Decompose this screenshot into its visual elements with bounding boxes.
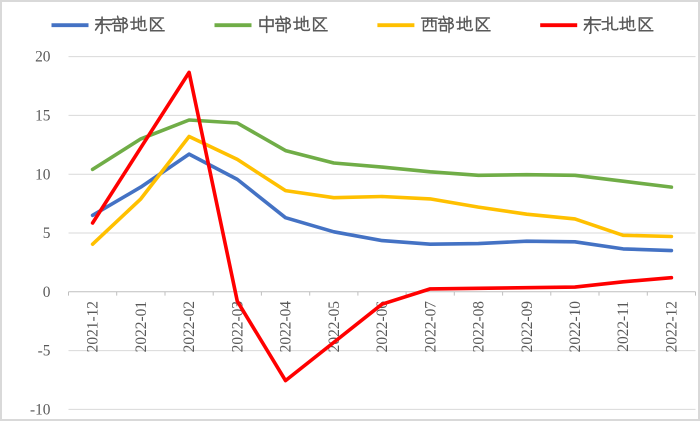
svg-text:2022-01: 2022-01 (133, 301, 150, 352)
svg-text:2022-04: 2022-04 (278, 301, 295, 353)
svg-text:10: 10 (35, 166, 51, 183)
svg-text:15: 15 (35, 108, 51, 125)
svg-text:2021-12: 2021-12 (85, 301, 102, 352)
svg-text:2022-06: 2022-06 (374, 301, 391, 353)
svg-text:2022-11: 2022-11 (615, 301, 632, 352)
svg-text:5: 5 (43, 225, 51, 242)
svg-text:2022-07: 2022-07 (422, 301, 439, 353)
svg-text:2022-02: 2022-02 (181, 301, 198, 352)
svg-text:20: 20 (35, 49, 51, 66)
svg-text:2022-09: 2022-09 (519, 301, 536, 353)
svg-text:-10: -10 (30, 402, 51, 419)
svg-text:2022-12: 2022-12 (664, 301, 681, 352)
svg-text:2022-10: 2022-10 (567, 301, 584, 353)
svg-text:2022-08: 2022-08 (471, 301, 488, 353)
svg-text:0: 0 (43, 284, 51, 301)
svg-text:2022-03: 2022-03 (229, 301, 246, 353)
svg-text:-5: -5 (38, 343, 51, 360)
